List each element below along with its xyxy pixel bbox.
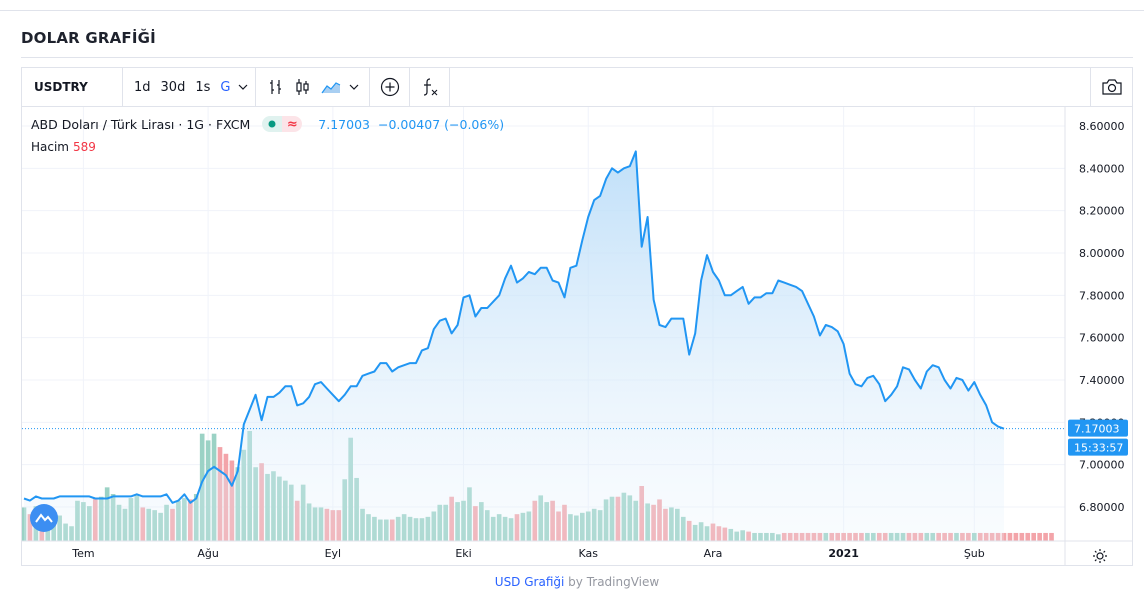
footer-attribution: USD Grafiği by TradingView bbox=[0, 575, 1144, 589]
volume-bar bbox=[1037, 532, 1042, 541]
legend-exchange: FXCM bbox=[215, 116, 251, 132]
price-tick-label: 8.60000 bbox=[1079, 120, 1125, 133]
price-chart[interactable]: 8.60000 8.40000 8.20000 8.00000 7.80000 7.600… bbox=[22, 107, 1132, 565]
indicators-fx-icon[interactable] bbox=[418, 75, 442, 99]
bars-style-icon[interactable] bbox=[265, 75, 286, 99]
chart-widget: USDTRY 1d 30d 1s G bbox=[21, 67, 1133, 566]
volume-bar bbox=[1049, 532, 1054, 541]
candles-style-icon[interactable] bbox=[292, 75, 313, 99]
chart-legend: ABD Doları / Türk Lirası · 1G · FXCM ≈ 7… bbox=[31, 116, 504, 132]
time-tick-label: Ağu bbox=[197, 547, 218, 560]
chart-style-group bbox=[256, 68, 370, 106]
volume-bar bbox=[1025, 532, 1031, 541]
price-tick-label: 8.40000 bbox=[1079, 162, 1125, 175]
last-price-label: 7.17003 bbox=[1074, 423, 1120, 436]
price-tick-label: 8.20000 bbox=[1079, 205, 1125, 218]
style-dropdown-chevron-icon[interactable] bbox=[347, 75, 360, 99]
time-tick-label: Eyl bbox=[325, 547, 342, 560]
compare-plus-icon[interactable] bbox=[378, 75, 402, 99]
time-countdown-label: 15:33:57 bbox=[1074, 442, 1123, 455]
snapshot-camera-icon[interactable] bbox=[1090, 68, 1132, 106]
time-tick-label: 2021 bbox=[828, 547, 859, 560]
indicators-group bbox=[410, 68, 450, 106]
time-tick-label: Ara bbox=[704, 547, 723, 560]
time-tick-label: Tem bbox=[71, 547, 94, 560]
market-open-dot-icon bbox=[262, 116, 283, 132]
volume-bar bbox=[1019, 532, 1025, 541]
price-tick-label: 7.00000 bbox=[1079, 459, 1125, 472]
tradingview-logo-icon[interactable] bbox=[30, 504, 58, 532]
volume-bar bbox=[1031, 532, 1037, 541]
interval-group: 1d 30d 1s G bbox=[123, 68, 256, 106]
market-status-badges[interactable]: ≈ bbox=[262, 116, 303, 132]
time-tick-label: Kas bbox=[578, 547, 598, 560]
interval-30d-button[interactable]: 30d bbox=[160, 79, 186, 95]
legend-change: −0.00407 (−0.06%) bbox=[378, 116, 505, 132]
volume-value: 589 bbox=[73, 140, 96, 154]
time-tick-label: Eki bbox=[455, 547, 471, 560]
settings-gear-icon[interactable] bbox=[1090, 546, 1110, 566]
volume-legend: Hacim 589 bbox=[31, 140, 96, 154]
price-area-fill bbox=[24, 151, 1004, 541]
legend-separator: · bbox=[207, 116, 212, 132]
price-tick-label: 8.00000 bbox=[1079, 247, 1125, 260]
compare-group bbox=[370, 68, 410, 106]
price-tick-label: 7.40000 bbox=[1079, 374, 1125, 387]
time-countdown-label-bg bbox=[1068, 438, 1128, 456]
price-line bbox=[23, 150, 1005, 504]
volume-bar bbox=[1007, 532, 1013, 541]
last-price-label-bg bbox=[1068, 419, 1128, 437]
interval-g-button[interactable]: G bbox=[220, 79, 231, 95]
delayed-data-icon: ≈ bbox=[282, 116, 303, 132]
legend-interval: 1G bbox=[186, 116, 204, 132]
interval-1d-button[interactable]: 1d bbox=[134, 79, 151, 95]
chart-toolbar: USDTRY 1d 30d 1s G bbox=[22, 68, 1132, 107]
volume-bar bbox=[1013, 532, 1019, 541]
page-title: DOLAR GRAFİĞİ bbox=[21, 29, 156, 47]
legend-last-price: 7.17003 bbox=[318, 116, 370, 132]
time-tick-label: Şub bbox=[964, 547, 985, 560]
price-tick-label: 6.80000 bbox=[1079, 501, 1125, 514]
top-divider bbox=[0, 10, 1144, 11]
footer-by-text: by TradingView bbox=[564, 575, 660, 589]
interval-dropdown-chevron-icon[interactable] bbox=[238, 75, 248, 99]
legend-instrument: ABD Doları / Türk Lirası bbox=[31, 116, 175, 132]
volume-label: Hacim bbox=[31, 140, 69, 154]
symbol-search-button[interactable]: USDTRY bbox=[22, 68, 123, 106]
footer-chart-link[interactable]: USD Grafiği bbox=[494, 575, 565, 589]
price-tick-label: 7.60000 bbox=[1079, 332, 1125, 345]
title-divider bbox=[21, 57, 1133, 58]
price-tick-label: 7.80000 bbox=[1079, 289, 1125, 302]
interval-1s-button[interactable]: 1s bbox=[195, 79, 211, 95]
area-style-icon[interactable] bbox=[320, 75, 341, 99]
legend-separator: · bbox=[178, 116, 183, 132]
volume-bar bbox=[1043, 532, 1048, 541]
